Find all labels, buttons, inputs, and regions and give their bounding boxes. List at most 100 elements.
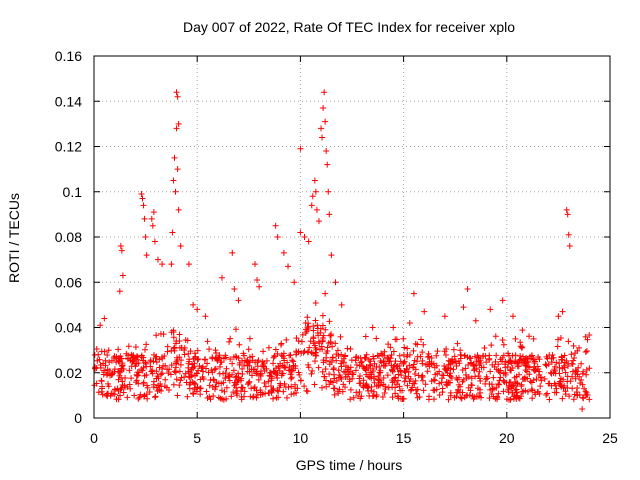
data-point xyxy=(149,222,156,229)
data-point xyxy=(509,364,516,371)
data-point xyxy=(426,363,433,370)
data-point xyxy=(535,371,542,378)
data-point xyxy=(346,368,353,375)
data-point xyxy=(419,374,426,381)
data-point xyxy=(520,388,527,395)
data-point xyxy=(554,343,561,350)
data-point xyxy=(566,243,573,250)
data-point xyxy=(576,344,583,351)
data-point xyxy=(291,279,298,286)
data-point xyxy=(120,389,127,396)
data-point xyxy=(385,358,392,365)
data-point xyxy=(93,380,100,387)
data-point xyxy=(560,376,567,383)
data-point xyxy=(171,154,178,161)
data-point xyxy=(182,370,189,377)
data-point xyxy=(150,381,157,388)
data-point xyxy=(168,362,175,369)
data-point xyxy=(583,348,590,355)
data-point xyxy=(221,388,228,395)
x-axis-label: GPS time / hours xyxy=(296,457,403,473)
data-point xyxy=(173,89,180,96)
data-point xyxy=(114,368,121,375)
data-point xyxy=(326,211,333,218)
data-point xyxy=(127,385,134,392)
data-point xyxy=(323,383,330,390)
data-point xyxy=(496,377,503,384)
data-point xyxy=(517,343,524,350)
data-point xyxy=(504,386,511,393)
data-point xyxy=(341,353,348,360)
data-point xyxy=(431,364,438,371)
data-point xyxy=(439,389,446,396)
data-point xyxy=(239,365,246,372)
data-point xyxy=(334,347,341,354)
data-point xyxy=(126,367,133,374)
data-point xyxy=(191,350,198,357)
data-point xyxy=(96,356,103,363)
data-point xyxy=(412,340,419,347)
data-point xyxy=(274,350,281,357)
data-point xyxy=(371,360,378,367)
data-point xyxy=(138,353,145,360)
data-point xyxy=(251,261,258,268)
data-point xyxy=(487,306,494,313)
data-point xyxy=(319,338,326,345)
data-point xyxy=(323,377,330,384)
data-point xyxy=(137,391,144,398)
data-point xyxy=(270,360,277,367)
data-point xyxy=(337,333,344,340)
data-point xyxy=(455,374,462,381)
data-point xyxy=(392,390,399,397)
data-point xyxy=(496,369,503,376)
data-point xyxy=(522,375,529,382)
data-point xyxy=(154,373,161,380)
data-point xyxy=(495,380,502,387)
data-point xyxy=(463,375,470,382)
data-point xyxy=(240,362,247,369)
data-point xyxy=(150,209,157,216)
data-point xyxy=(200,375,207,382)
data-point xyxy=(363,351,370,358)
data-point xyxy=(512,335,519,342)
data-point xyxy=(310,327,317,334)
data-point xyxy=(319,134,326,141)
data-point xyxy=(91,351,98,358)
data-point xyxy=(223,365,230,372)
y-tick-label: 0.08 xyxy=(55,229,82,245)
data-point xyxy=(190,355,197,362)
data-point xyxy=(111,353,118,360)
data-point xyxy=(235,297,242,304)
data-point xyxy=(260,363,267,370)
data-point xyxy=(331,391,338,398)
data-point xyxy=(281,363,288,370)
data-point xyxy=(162,376,169,383)
data-point xyxy=(558,356,565,363)
data-point xyxy=(347,386,354,393)
data-point xyxy=(268,383,275,390)
data-point xyxy=(147,363,154,370)
data-point xyxy=(296,371,303,378)
data-point xyxy=(138,366,145,373)
data-point xyxy=(312,349,319,356)
data-point xyxy=(509,382,516,389)
data-point xyxy=(142,234,149,240)
data-point xyxy=(455,388,462,395)
data-point xyxy=(177,243,184,250)
data-point xyxy=(468,375,475,382)
data-point xyxy=(563,206,570,213)
data-point xyxy=(381,352,388,359)
data-point xyxy=(325,188,332,195)
data-point xyxy=(410,361,417,368)
data-point xyxy=(260,348,267,355)
data-point xyxy=(572,375,579,382)
data-point xyxy=(177,377,184,384)
data-point xyxy=(442,351,449,358)
data-point xyxy=(370,375,377,382)
data-point xyxy=(526,371,533,378)
data-point xyxy=(514,379,521,386)
data-point xyxy=(93,346,100,353)
data-point xyxy=(164,343,171,350)
data-point xyxy=(239,370,246,377)
data-point xyxy=(583,366,590,373)
